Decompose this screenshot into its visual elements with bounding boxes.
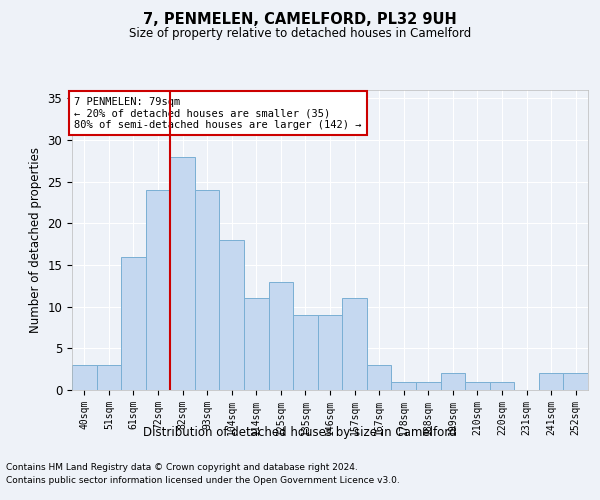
Bar bbox=[367, 365, 391, 390]
Text: Contains public sector information licensed under the Open Government Licence v3: Contains public sector information licen… bbox=[6, 476, 400, 485]
Bar bbox=[490, 382, 514, 390]
Bar bbox=[220, 240, 244, 390]
Bar bbox=[293, 315, 318, 390]
Y-axis label: Number of detached properties: Number of detached properties bbox=[29, 147, 42, 333]
Bar bbox=[416, 382, 440, 390]
Bar bbox=[97, 365, 121, 390]
Bar bbox=[539, 374, 563, 390]
Text: 7, PENMELEN, CAMELFORD, PL32 9UH: 7, PENMELEN, CAMELFORD, PL32 9UH bbox=[143, 12, 457, 28]
Bar bbox=[195, 190, 220, 390]
Text: Distribution of detached houses by size in Camelford: Distribution of detached houses by size … bbox=[143, 426, 457, 439]
Text: Size of property relative to detached houses in Camelford: Size of property relative to detached ho… bbox=[129, 28, 471, 40]
Bar bbox=[391, 382, 416, 390]
Bar bbox=[72, 365, 97, 390]
Bar bbox=[269, 282, 293, 390]
Bar bbox=[121, 256, 146, 390]
Bar bbox=[342, 298, 367, 390]
Text: 7 PENMELEN: 79sqm
← 20% of detached houses are smaller (35)
80% of semi-detached: 7 PENMELEN: 79sqm ← 20% of detached hous… bbox=[74, 96, 362, 130]
Bar bbox=[244, 298, 269, 390]
Bar bbox=[170, 156, 195, 390]
Bar bbox=[563, 374, 588, 390]
Text: Contains HM Land Registry data © Crown copyright and database right 2024.: Contains HM Land Registry data © Crown c… bbox=[6, 464, 358, 472]
Bar bbox=[146, 190, 170, 390]
Bar bbox=[465, 382, 490, 390]
Bar bbox=[318, 315, 342, 390]
Bar bbox=[440, 374, 465, 390]
